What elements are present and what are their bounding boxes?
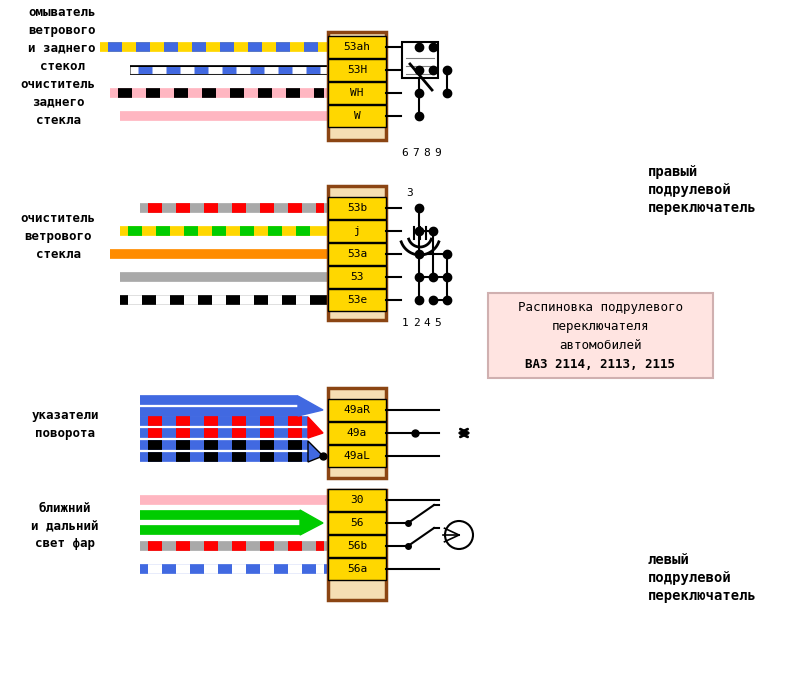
Text: и дальний: и дальний (31, 520, 99, 533)
Text: j: j (354, 226, 360, 236)
Text: 53a: 53a (347, 249, 367, 259)
Text: правый: правый (648, 165, 698, 179)
Text: 30: 30 (350, 495, 363, 505)
Text: 49a: 49a (347, 428, 367, 438)
Text: 56b: 56b (347, 541, 367, 551)
Bar (328, 32, 386, 140)
Bar (328, 512, 386, 534)
Bar (402, 42, 438, 78)
Bar (328, 445, 386, 467)
Text: 5: 5 (434, 318, 442, 328)
Text: свет фар: свет фар (35, 538, 95, 551)
Text: стекол: стекол (40, 59, 84, 72)
Bar (328, 489, 386, 511)
Text: переключатель: переключатель (648, 589, 757, 603)
Bar (328, 535, 386, 557)
Text: ⬜: ⬜ (412, 46, 428, 74)
Bar (328, 289, 386, 311)
Text: очиститель: очиститель (21, 212, 96, 224)
Bar (328, 388, 386, 478)
Text: 7: 7 (413, 148, 419, 158)
Text: 3: 3 (406, 188, 413, 198)
Bar (328, 422, 386, 444)
Text: заднего: заднего (32, 95, 84, 108)
Text: подрулевой: подрулевой (648, 183, 732, 197)
Bar (328, 82, 386, 104)
Text: стекла: стекла (36, 113, 80, 126)
Text: 53b: 53b (347, 203, 367, 213)
Text: 53: 53 (350, 272, 363, 282)
Text: очиститель: очиститель (21, 77, 96, 90)
Bar (328, 558, 386, 580)
Text: 2: 2 (413, 318, 419, 328)
Text: ветрового: ветрового (24, 230, 92, 242)
Bar (328, 105, 386, 127)
Bar (328, 220, 386, 242)
Text: поворота: поворота (35, 426, 95, 440)
Bar (328, 266, 386, 288)
Text: 1: 1 (402, 318, 408, 328)
Bar (328, 243, 386, 265)
Text: 6: 6 (402, 148, 408, 158)
Text: 56a: 56a (347, 564, 367, 574)
Bar (328, 399, 386, 421)
Text: переключателя: переключателя (552, 319, 650, 333)
Text: 9: 9 (434, 148, 442, 158)
Bar (328, 36, 386, 58)
Bar (328, 186, 386, 320)
Bar (328, 197, 386, 219)
Text: 4: 4 (424, 318, 430, 328)
Bar (488, 293, 713, 378)
Text: подрулевой: подрулевой (648, 571, 732, 585)
Text: и заднего: и заднего (28, 41, 96, 55)
Polygon shape (308, 417, 323, 438)
Text: указатели: указатели (31, 408, 99, 422)
Polygon shape (308, 441, 323, 462)
Polygon shape (300, 510, 323, 535)
Text: 53H: 53H (347, 65, 367, 75)
Text: Распиновка подрулевого: Распиновка подрулевого (518, 301, 683, 313)
Text: W: W (354, 111, 360, 121)
Text: WH: WH (350, 88, 363, 98)
Bar (328, 59, 386, 81)
Text: 49aL: 49aL (344, 451, 371, 461)
Text: ВАЗ 2114, 2113, 2115: ВАЗ 2114, 2113, 2115 (525, 357, 676, 371)
Bar (328, 490, 386, 600)
Text: 53ah: 53ah (344, 42, 371, 52)
Text: ветрового: ветрового (28, 23, 96, 37)
Text: 53e: 53e (347, 295, 367, 305)
Text: омыватель: омыватель (28, 6, 96, 19)
Text: ближний: ближний (39, 502, 91, 515)
Text: 8: 8 (424, 148, 430, 158)
Text: стекла: стекла (36, 248, 80, 261)
Text: левый: левый (648, 553, 690, 567)
Text: 49aR: 49aR (344, 405, 371, 415)
Text: переключатель: переключатель (648, 201, 757, 215)
Polygon shape (298, 396, 323, 416)
Text: 56: 56 (350, 518, 363, 528)
Text: автомобилей: автомобилей (559, 339, 642, 351)
